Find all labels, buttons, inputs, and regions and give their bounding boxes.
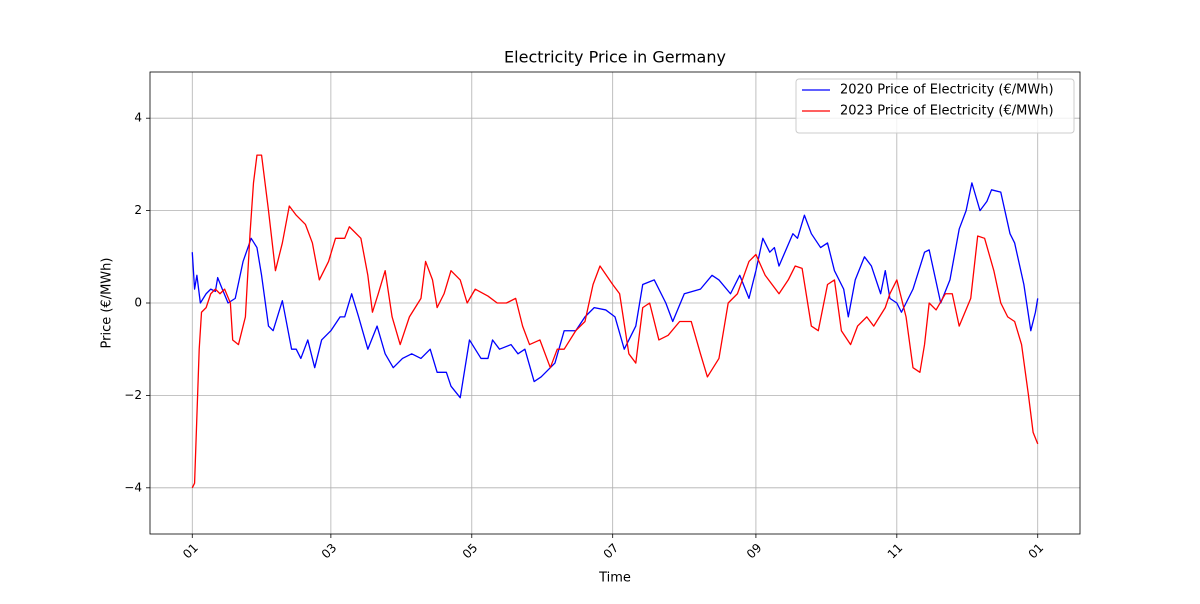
legend-label: 2020 Price of Electricity (€/MWh)	[840, 83, 1054, 98]
data-line	[191, 182, 1039, 399]
data-line	[191, 154, 1039, 489]
y-axis-label: Price (€/MWh)	[100, 258, 115, 349]
y-tick-label: 0	[134, 296, 142, 310]
chart-title: Electricity Price in Germany	[504, 48, 726, 67]
y-tick-label: −2	[124, 388, 142, 402]
y-tick-label: −4	[124, 480, 142, 494]
y-tick-label: 2	[134, 203, 142, 217]
x-axis-label: Time	[598, 571, 631, 586]
legend-label: 2023 Price of Electricity (€/MWh)	[840, 104, 1054, 119]
plot-frame	[149, 71, 1081, 535]
legend-box	[795, 78, 1075, 134]
y-tick-label: 4	[134, 111, 142, 125]
